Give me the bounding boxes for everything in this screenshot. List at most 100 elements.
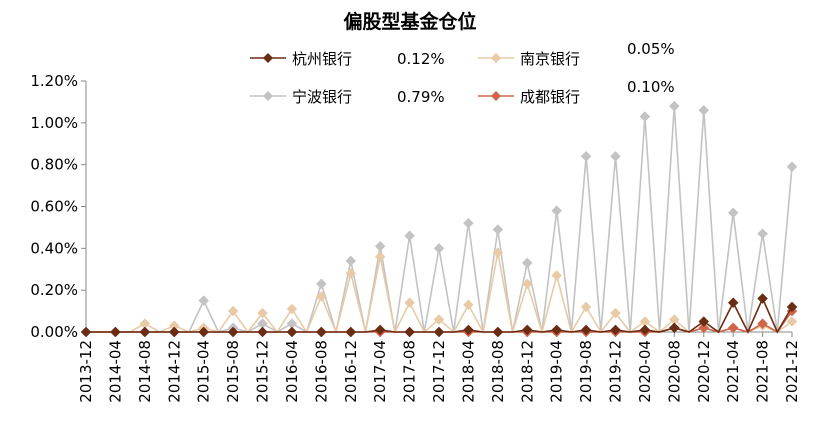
x-tick-label: 2017-08 xyxy=(401,340,419,403)
data-point xyxy=(639,111,651,122)
data-point xyxy=(404,230,415,242)
y-tick-label: 0.00% xyxy=(30,323,78,341)
legend-value: 0.79% xyxy=(397,88,445,106)
data-point xyxy=(727,322,739,334)
data-point xyxy=(757,293,768,304)
x-tick-label: 2015-12 xyxy=(254,340,272,403)
data-point xyxy=(610,307,621,319)
data-point xyxy=(698,104,710,116)
legend-swatch-marker xyxy=(491,53,501,63)
legend-value: 0.10% xyxy=(627,78,675,96)
y-tick-label: 0.40% xyxy=(30,239,78,257)
data-point xyxy=(198,295,210,306)
x-tick-label: 2014-04 xyxy=(106,340,124,403)
data-point xyxy=(345,326,357,338)
chart-title: 偏股型基金仓位 xyxy=(343,10,476,33)
x-tick-label: 2017-04 xyxy=(371,340,389,403)
x-tick-label: 2021-04 xyxy=(724,340,742,403)
x-tick-label: 2018-12 xyxy=(518,340,536,403)
y-axis: 0.00% 0.20% 0.40% 0.60% 0.80% 1.00% 1.20% xyxy=(30,72,87,341)
data-point xyxy=(227,326,239,338)
legend-label: 南京银行 xyxy=(520,50,580,68)
x-tick-label: 2020-12 xyxy=(695,340,713,403)
data-point xyxy=(668,322,680,334)
x-tick-label: 2018-08 xyxy=(489,340,507,403)
data-point xyxy=(286,326,298,338)
x-axis: 2013-12 2014-04 2014-08 2014-12 2015-04 2015-… xyxy=(77,331,801,403)
legend-label: 宁波银行 xyxy=(292,88,352,106)
x-tick-label: 2018-04 xyxy=(459,340,477,403)
data-point xyxy=(727,207,739,219)
x-tick-label: 2013-12 xyxy=(77,340,95,403)
data-point xyxy=(374,240,386,252)
legend: 杭州银行 0.12% 南京银行 0.05% 宁波银行 0.79% 成都银行 0.10% xyxy=(250,40,675,106)
data-point xyxy=(315,278,327,290)
x-tick-label: 2021-12 xyxy=(783,340,801,403)
data-point xyxy=(757,228,768,240)
data-point xyxy=(168,326,180,338)
data-point xyxy=(668,100,680,112)
legend-label: 杭州银行 xyxy=(292,50,352,68)
series-2 xyxy=(80,100,798,338)
legend-label: 成都银行 xyxy=(520,88,580,106)
data-point xyxy=(757,318,768,329)
legend-value: 0.05% xyxy=(627,40,675,58)
legend-item-3: 成都银行 0.10% xyxy=(478,78,675,106)
data-point xyxy=(698,322,710,334)
data-point xyxy=(139,326,151,338)
data-point xyxy=(433,326,445,338)
legend-value: 0.12% xyxy=(397,50,445,68)
data-point xyxy=(639,324,651,336)
x-tick-label: 2019-12 xyxy=(607,340,625,403)
data-point xyxy=(521,324,533,336)
data-point xyxy=(551,324,563,336)
data-point xyxy=(374,251,386,263)
x-tick-label: 2020-04 xyxy=(636,340,654,403)
series-0 xyxy=(80,293,798,338)
data-point xyxy=(374,324,386,336)
legend-swatch-marker xyxy=(263,53,273,63)
data-point xyxy=(315,291,327,302)
legend-swatch-marker xyxy=(491,91,501,101)
y-tick-label: 0.80% xyxy=(30,156,78,174)
data-point xyxy=(315,326,327,338)
data-point xyxy=(610,150,621,162)
data-point xyxy=(492,247,504,258)
data-point xyxy=(727,297,739,309)
data-point xyxy=(257,326,268,338)
data-point xyxy=(492,326,504,338)
x-tick-label: 2016-04 xyxy=(283,340,301,403)
y-tick-label: 1.00% xyxy=(30,114,78,132)
data-point xyxy=(80,326,92,338)
data-point xyxy=(433,314,445,325)
data-point xyxy=(580,324,592,336)
data-point xyxy=(463,324,474,336)
series-line xyxy=(86,106,793,334)
x-tick-label: 2019-08 xyxy=(577,340,595,403)
data-point xyxy=(786,316,798,327)
data-point xyxy=(551,205,563,217)
legend-item-1: 南京银行 0.05% xyxy=(478,40,675,68)
x-tick-label: 2016-08 xyxy=(312,340,330,403)
legend-swatch-marker xyxy=(263,91,273,101)
data-point xyxy=(521,257,533,269)
x-tick-label: 2017-12 xyxy=(430,340,448,403)
data-point xyxy=(580,150,592,162)
data-point xyxy=(110,326,121,338)
data-point xyxy=(492,224,504,235)
x-tick-label: 2015-04 xyxy=(195,340,213,403)
data-point xyxy=(345,268,357,279)
x-tick-label: 2019-04 xyxy=(548,340,566,403)
data-point xyxy=(786,301,798,313)
x-tick-label: 2015-08 xyxy=(224,340,242,403)
data-point xyxy=(786,161,798,173)
data-point xyxy=(198,326,210,338)
data-point xyxy=(610,324,621,336)
y-tick-label: 0.20% xyxy=(30,281,78,299)
data-point xyxy=(286,303,298,315)
x-tick-label: 2014-12 xyxy=(165,340,183,403)
data-point xyxy=(404,297,415,309)
data-point xyxy=(521,278,533,290)
x-tick-label: 2021-08 xyxy=(754,340,772,403)
